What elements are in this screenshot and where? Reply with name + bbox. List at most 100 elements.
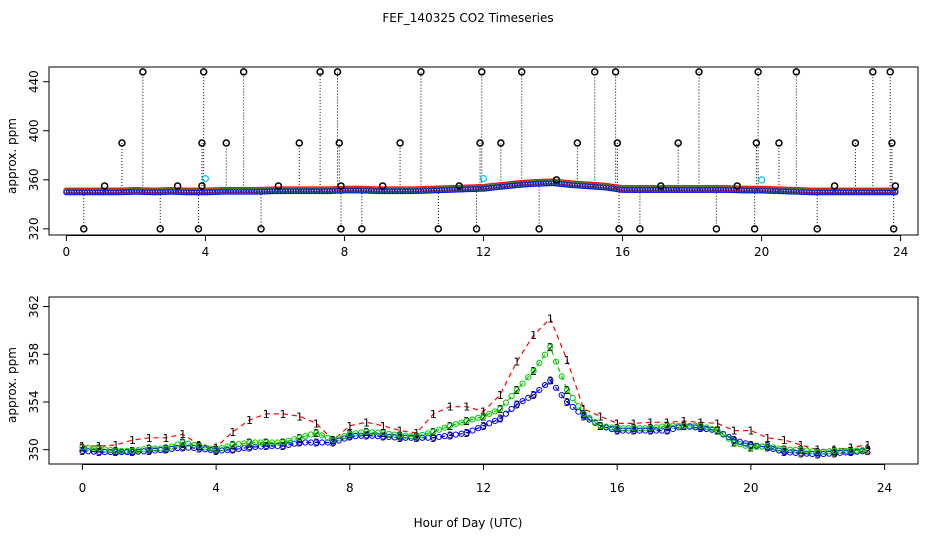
- series-1-point: 1: [480, 406, 487, 419]
- series-2-circle: [536, 359, 543, 366]
- series-2-circle: [196, 443, 203, 450]
- flagged-point: [479, 174, 488, 183]
- series-2-point: 2: [580, 408, 587, 421]
- series-2-point: 2: [112, 445, 119, 458]
- series-2-circle: [179, 439, 186, 446]
- top-plot-area: [63, 68, 900, 233]
- series-1-point: 1: [747, 425, 754, 438]
- series-3-point: 3: [798, 447, 805, 460]
- series-1-point: 1: [229, 426, 236, 439]
- series-2-circle: [563, 386, 571, 394]
- series-2-point: 2: [129, 445, 136, 458]
- spike-point: [478, 68, 486, 76]
- series-1-point: 1: [647, 416, 654, 429]
- spike-point: [337, 182, 345, 190]
- series-3-circle: [341, 435, 348, 442]
- series-1-point: 1: [430, 408, 437, 421]
- spike-point: [222, 139, 231, 147]
- series-2-circle: [129, 447, 136, 454]
- series-2-circle: [530, 367, 537, 375]
- series-2-circle: [324, 434, 331, 441]
- spike-point: [396, 139, 404, 147]
- series-3-circle: [508, 405, 515, 413]
- series-2-point: 2: [296, 432, 303, 445]
- series-3-point: 3: [731, 434, 738, 447]
- series-3-point: 3: [246, 441, 253, 454]
- series-3-point: 3: [764, 441, 771, 454]
- series-3-point: 3: [179, 441, 186, 454]
- spike-point: [657, 182, 665, 190]
- series-3-circle: [446, 432, 454, 439]
- series-2-circle: [307, 431, 315, 438]
- series-2-point: 2: [764, 440, 771, 453]
- series-1-point: 1: [714, 417, 721, 430]
- bottom-x-tick-label: 0: [79, 481, 87, 495]
- spike-point: [851, 139, 860, 147]
- series-1-point: 1: [614, 417, 621, 430]
- spike-point: [337, 225, 345, 233]
- series-2-circle: [452, 421, 459, 428]
- spike-point: [888, 139, 896, 147]
- top-x-tick-label: 4: [202, 245, 210, 259]
- series-2-circle: [603, 423, 610, 430]
- series-3-circle: [252, 443, 259, 450]
- series-1-point: 1: [246, 414, 253, 427]
- series-3-circle: [218, 447, 225, 454]
- series-2-point: 2: [480, 410, 487, 423]
- series-3-circle: [201, 446, 209, 453]
- series-2-point: 2: [396, 429, 403, 442]
- series-3-circle: [513, 401, 521, 408]
- series-2-circle: [213, 446, 220, 453]
- series-2-circle: [575, 403, 582, 410]
- series-2-point: 2: [346, 428, 353, 441]
- series-1-point: 1: [313, 417, 320, 430]
- series-1-point: 1: [363, 416, 370, 429]
- series-2-circle: [569, 395, 576, 402]
- series-2-circle: [369, 429, 376, 436]
- series-3-circle: [803, 450, 810, 457]
- series-2-circle: [218, 444, 225, 452]
- spike-point: [889, 225, 898, 233]
- spike-point: [775, 139, 783, 147]
- series-3-point: 3: [79, 445, 86, 458]
- bottom-x-tick-label: 4: [212, 481, 220, 495]
- series-2-circle: [446, 422, 454, 429]
- series-2-circle: [480, 413, 487, 420]
- spike-point: [295, 139, 304, 147]
- series-2-point: 2: [179, 437, 186, 450]
- series-3-circle: [697, 425, 704, 432]
- bottom-x-tick-label: 16: [610, 481, 625, 495]
- series-2-circle: [279, 439, 287, 446]
- series-2-circle: [558, 373, 565, 380]
- series-3-circle: [285, 441, 292, 448]
- series-2-circle: [848, 447, 855, 454]
- series-2-circle: [335, 435, 342, 442]
- spike-point: [173, 182, 182, 190]
- series-2-point: 2: [814, 446, 821, 459]
- spike-point: [316, 68, 324, 76]
- series-2-circle: [296, 434, 303, 441]
- series-1-point: 1: [798, 439, 805, 452]
- series-3-circle: [541, 381, 549, 389]
- series-2-point: 2: [330, 434, 337, 447]
- series-2-circle: [174, 441, 181, 448]
- spike-point: [194, 225, 203, 233]
- series-2-circle: [491, 408, 498, 415]
- series-2-circle: [653, 424, 660, 431]
- series-2-point: 2: [614, 422, 621, 435]
- series-3-point: 3: [848, 446, 855, 459]
- series-2-circle: [803, 447, 810, 454]
- top-y-tick-label: 320: [27, 217, 41, 240]
- spike-point: [139, 68, 147, 76]
- series-3-circle: [463, 429, 470, 437]
- top-x-tick-label: 0: [63, 245, 71, 259]
- series-2-point: 2: [597, 420, 604, 433]
- series-3-point: 3: [96, 446, 103, 459]
- series-2-circle: [291, 436, 298, 443]
- series-1-point: 1: [731, 425, 738, 438]
- spike-point: [733, 182, 741, 190]
- series-3-circle: [475, 425, 482, 432]
- series-3-circle: [363, 432, 370, 439]
- spike-point: [552, 176, 561, 184]
